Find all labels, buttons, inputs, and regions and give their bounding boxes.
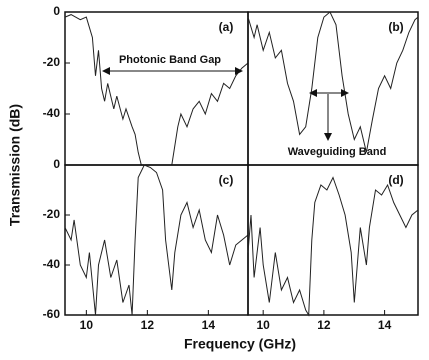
transmission-line xyxy=(64,14,249,166)
panel-frame xyxy=(64,11,249,166)
panel-label: (b) xyxy=(388,20,403,34)
panel-label: (d) xyxy=(388,173,403,187)
y-tick-label: -20 xyxy=(43,55,61,69)
panel-frame xyxy=(247,11,419,166)
x-tick-label: 10 xyxy=(256,318,270,332)
panel-frame xyxy=(64,164,249,316)
x-tick-label: 12 xyxy=(317,318,331,332)
transmission-line xyxy=(247,11,419,153)
y-tick-label: -40 xyxy=(43,257,61,271)
panel-label: (c) xyxy=(219,173,234,187)
y-tick-label: 0 xyxy=(53,4,60,18)
x-tick-label: 10 xyxy=(80,318,94,332)
transmission-line xyxy=(64,164,249,316)
annotation: Waveguiding Band xyxy=(288,146,387,158)
panel-label: (a) xyxy=(219,20,234,34)
x-tick-label: 12 xyxy=(141,318,155,332)
x-tick-label: 14 xyxy=(378,318,392,332)
y-tick-label: -60 xyxy=(43,307,61,321)
transmission-line xyxy=(247,176,419,317)
x-axis-label: Frequency (GHz) xyxy=(184,336,296,352)
panel-frame xyxy=(247,164,419,316)
y-axis-label: Transmission (dB) xyxy=(7,104,23,226)
y-tick-label: -20 xyxy=(43,207,61,221)
annotation: Photonic Band Gap xyxy=(119,54,221,66)
x-tick-label: 14 xyxy=(202,318,216,332)
y-tick-label: 0 xyxy=(53,157,60,171)
y-tick-label: -40 xyxy=(43,106,61,120)
